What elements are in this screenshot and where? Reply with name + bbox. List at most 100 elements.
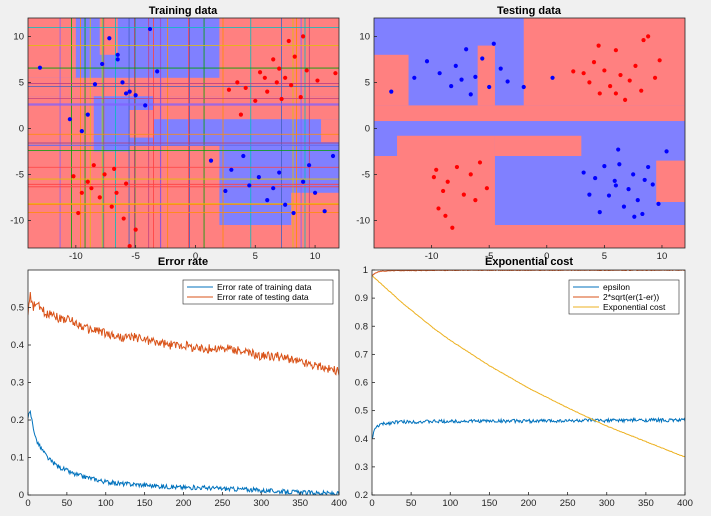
y-tick-label: 0.3 (11, 378, 24, 389)
y-tick-label: 10 (13, 31, 24, 42)
data-point (484, 186, 489, 191)
data-point (453, 63, 458, 68)
data-point (123, 181, 129, 186)
data-point (623, 97, 628, 102)
data-point (277, 170, 282, 175)
data-point (143, 103, 148, 108)
y-tick-label: 0.5 (355, 406, 368, 417)
data-point (664, 149, 669, 154)
region-red (129, 110, 154, 138)
region-red (291, 192, 339, 225)
blue-class-points (389, 41, 669, 219)
x-tick-label: -5 (485, 251, 493, 262)
legend-label: Exponential cost (603, 302, 666, 312)
data-point (115, 52, 120, 57)
data-point (449, 83, 454, 89)
data-point (461, 192, 466, 197)
data-point (646, 164, 651, 170)
y-tick-label: 0 (19, 490, 24, 501)
region-red (28, 18, 76, 78)
x-tick-label: 200 (176, 498, 192, 509)
data-point (591, 60, 597, 65)
x-tick-label: 300 (599, 498, 615, 509)
data-point (459, 77, 464, 82)
series-line (372, 275, 685, 458)
y-tick-label: 0.6 (355, 378, 368, 389)
data-point (147, 26, 153, 32)
x-tick-label: 250 (560, 498, 576, 509)
data-point (437, 71, 442, 76)
data-point (37, 65, 43, 70)
x-tick-label: 0 (25, 498, 30, 509)
data-point (121, 216, 126, 221)
error-rate-title: Error rate (158, 256, 208, 268)
y-tick-label: 0 (19, 123, 24, 134)
y-tick-label: 5 (19, 77, 24, 88)
legend-label: Error rate of testing data (217, 292, 309, 302)
x-tick-label: 150 (137, 498, 153, 509)
data-point (277, 66, 282, 71)
data-point (235, 80, 240, 85)
data-point (76, 210, 81, 216)
x-tick-label: -5 (131, 251, 139, 262)
data-point (112, 166, 117, 171)
data-point (283, 75, 288, 80)
data-point (487, 84, 492, 90)
y-tick-label: 0.4 (355, 434, 368, 445)
data-point (436, 206, 441, 211)
data-point (123, 91, 129, 96)
x-tick-label: 350 (292, 498, 308, 509)
region-red (374, 54, 409, 106)
data-point (389, 89, 394, 94)
region-red (420, 225, 495, 239)
data-point (441, 188, 446, 194)
data-point (120, 80, 125, 85)
y-tick-label: 5 (365, 77, 370, 88)
y-tick-label: -10 (10, 215, 24, 226)
data-point (434, 167, 439, 172)
data-point (640, 211, 645, 217)
data-point (633, 63, 638, 68)
data-point (491, 41, 496, 46)
data-point (613, 183, 618, 188)
data-point (635, 198, 640, 203)
data-point (617, 162, 622, 167)
data-point (291, 210, 296, 216)
data-point (616, 147, 621, 152)
data-point (208, 158, 214, 163)
y-tick-label: 0.8 (355, 321, 368, 332)
data-point (265, 198, 270, 203)
y-tick-label: 10 (359, 31, 370, 42)
data-point (587, 192, 592, 197)
red-class-points (71, 34, 338, 249)
data-point (424, 59, 430, 64)
data-point (289, 83, 294, 88)
data-point (631, 172, 636, 177)
data-point (312, 190, 318, 195)
data-point (480, 56, 485, 61)
data-point (109, 204, 114, 209)
data-point (256, 175, 261, 180)
data-point (114, 190, 119, 195)
data-point (247, 183, 252, 188)
data-point (606, 193, 612, 198)
y-tick-label: 0.5 (11, 303, 24, 314)
y-tick-label: 0.7 (355, 349, 368, 360)
data-point (641, 37, 646, 43)
data-point (468, 172, 473, 177)
data-point (550, 75, 555, 80)
y-tick-label: 0.3 (355, 462, 368, 473)
data-point (238, 112, 244, 117)
region-red (477, 45, 495, 106)
data-point (477, 160, 483, 165)
data-point (102, 172, 107, 177)
region-red (581, 22, 685, 41)
x-tick-label: 0 (193, 251, 198, 262)
data-point (593, 175, 598, 181)
data-point (298, 95, 303, 100)
series-line (372, 416, 685, 440)
region-red (129, 144, 220, 152)
data-point (301, 179, 306, 184)
data-point (304, 68, 309, 73)
x-tick-label: 50 (62, 498, 73, 509)
